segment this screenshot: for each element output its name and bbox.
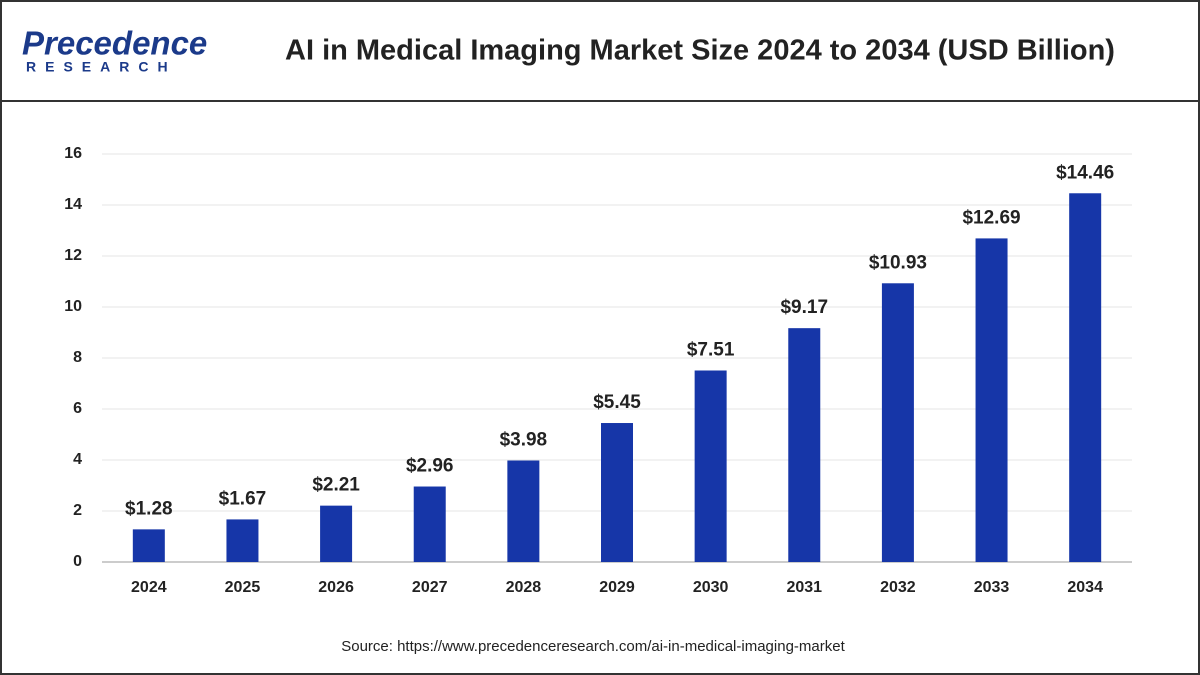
y-tick-label: 12: [64, 247, 82, 264]
y-tick-label: 14: [64, 196, 82, 213]
y-tick-label: 16: [64, 145, 82, 162]
bar: [601, 423, 633, 562]
x-tick-label: 2034: [1067, 579, 1103, 596]
bar: [1069, 193, 1102, 562]
x-tick-label: 2025: [225, 579, 261, 596]
logo-name: Precedence: [22, 25, 207, 62]
bar: [413, 486, 446, 562]
value-label: $2.96: [406, 456, 454, 477]
value-label: $12.69: [962, 207, 1020, 228]
bar: [507, 460, 540, 562]
y-tick-label: 6: [73, 400, 82, 417]
value-label: $1.67: [219, 488, 267, 509]
bar: [226, 519, 259, 562]
x-tick-label: 2031: [786, 579, 822, 596]
bar: [132, 529, 165, 562]
y-tick-label: 10: [64, 298, 82, 315]
value-label: $7.51: [687, 340, 735, 361]
x-tick-label: 2024: [131, 579, 167, 596]
y-tick-label: 4: [73, 451, 82, 468]
x-tick-label: 2026: [318, 579, 354, 596]
x-tick-label: 2029: [599, 579, 635, 596]
bar: [881, 283, 914, 562]
value-label: $2.21: [312, 475, 360, 496]
source-note: Source: https://www.precedenceresearch.c…: [341, 638, 845, 655]
x-tick-label: 2030: [693, 579, 729, 596]
bar: [975, 238, 1008, 562]
bar: [694, 370, 727, 562]
x-tick-label: 2028: [506, 579, 542, 596]
value-label: $14.46: [1056, 162, 1114, 183]
value-label: $5.45: [593, 392, 641, 413]
value-label: $1.28: [125, 498, 173, 519]
value-label: $3.98: [500, 430, 548, 451]
value-label: $9.17: [780, 297, 828, 318]
bar: [788, 328, 821, 562]
y-tick-label: 0: [73, 553, 82, 570]
logo-tagline: RESEARCH: [26, 59, 177, 75]
x-tick-label: 2033: [974, 579, 1010, 596]
chart-title: AI in Medical Imaging Market Size 2024 t…: [285, 35, 1115, 67]
x-tick-label: 2027: [412, 579, 448, 596]
y-tick-label: 2: [73, 502, 82, 519]
bar: [320, 505, 353, 562]
value-label: $10.93: [869, 252, 927, 273]
x-tick-label: 2032: [880, 579, 916, 596]
y-tick-label: 8: [73, 349, 82, 366]
